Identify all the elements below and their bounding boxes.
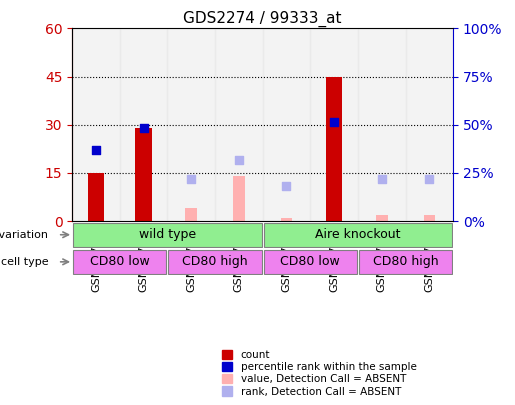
Text: genotype/variation: genotype/variation xyxy=(0,230,48,240)
Bar xyxy=(281,218,293,221)
Bar xyxy=(405,28,453,221)
FancyBboxPatch shape xyxy=(73,222,262,247)
Bar xyxy=(326,77,342,221)
Point xyxy=(235,157,243,163)
Text: CD80 low: CD80 low xyxy=(280,255,340,269)
Bar xyxy=(376,215,388,221)
Bar xyxy=(358,28,405,221)
Bar xyxy=(233,176,245,221)
Bar xyxy=(423,215,435,221)
Point xyxy=(425,176,434,183)
Bar xyxy=(135,128,152,221)
Point xyxy=(282,183,290,189)
Point xyxy=(330,118,338,125)
Bar xyxy=(215,28,263,221)
Bar xyxy=(167,28,215,221)
Bar xyxy=(310,28,358,221)
Bar xyxy=(72,28,119,221)
Text: wild type: wild type xyxy=(139,228,196,241)
Text: cell type: cell type xyxy=(1,257,48,267)
Title: GDS2274 / 99333_at: GDS2274 / 99333_at xyxy=(183,11,342,27)
Point xyxy=(92,147,100,154)
Text: CD80 high: CD80 high xyxy=(373,255,438,269)
Point xyxy=(187,176,195,183)
Text: CD80 low: CD80 low xyxy=(90,255,150,269)
Point xyxy=(140,125,148,131)
Text: CD80 high: CD80 high xyxy=(182,255,248,269)
Bar xyxy=(119,28,167,221)
FancyBboxPatch shape xyxy=(264,222,452,247)
Bar xyxy=(263,28,310,221)
Text: Aire knockout: Aire knockout xyxy=(315,228,401,241)
Point xyxy=(377,176,386,183)
Bar xyxy=(88,173,104,221)
FancyBboxPatch shape xyxy=(73,249,166,274)
Legend: count, percentile rank within the sample, value, Detection Call = ABSENT, rank, : count, percentile rank within the sample… xyxy=(219,346,420,400)
Bar xyxy=(185,208,197,221)
FancyBboxPatch shape xyxy=(264,249,357,274)
FancyBboxPatch shape xyxy=(359,249,452,274)
FancyBboxPatch shape xyxy=(168,249,262,274)
